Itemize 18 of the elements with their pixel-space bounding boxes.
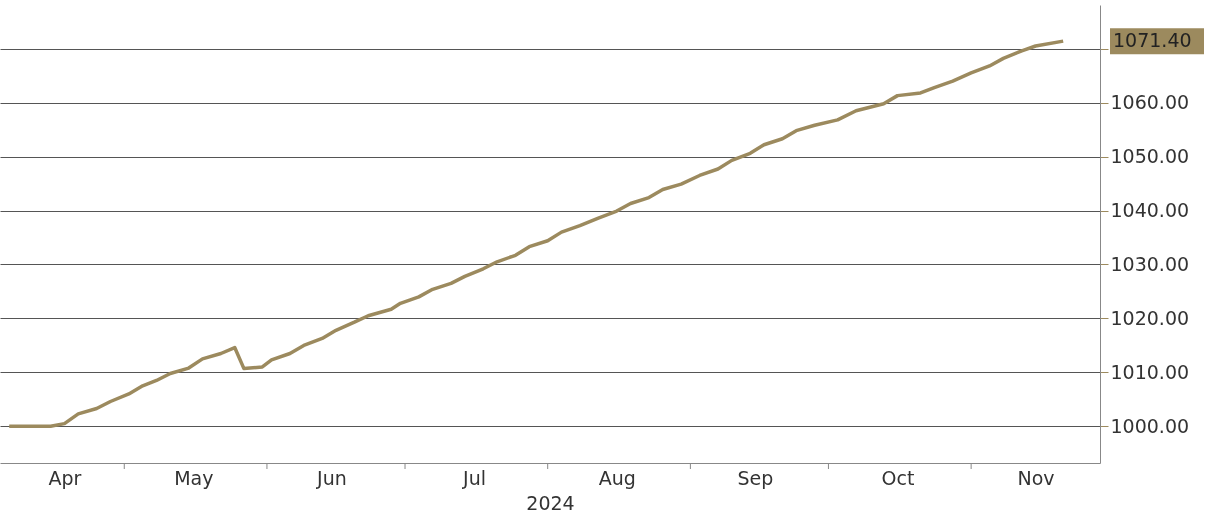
line-series: [7, 39, 1065, 429]
y-tick-label: 1020.00: [1110, 306, 1190, 329]
x-tick-label: Apr: [48, 466, 82, 489]
x-tick-label: Sep: [737, 466, 774, 489]
y-tick-label: 1010.00: [1110, 360, 1190, 383]
x-tick-label: Jul: [462, 466, 487, 489]
y-tick-label: 1050.00: [1110, 145, 1190, 168]
x-tick-label: Nov: [1017, 466, 1055, 489]
x-tick-label: May: [174, 466, 214, 489]
x-tick-label: Jun: [316, 466, 347, 489]
y-tick-label: 1060.00: [1110, 91, 1190, 114]
x-tick-label: Aug: [598, 466, 636, 489]
text: 1071.40: [1113, 29, 1192, 52]
y-tick-label: 1030.00: [1110, 252, 1190, 275]
y-tick-label: 1000.00: [1110, 414, 1190, 437]
x-tick-label: Oct: [881, 466, 915, 489]
x-axis-title: 2024: [526, 491, 575, 514]
y-tick-label: 1040.00: [1110, 199, 1190, 222]
